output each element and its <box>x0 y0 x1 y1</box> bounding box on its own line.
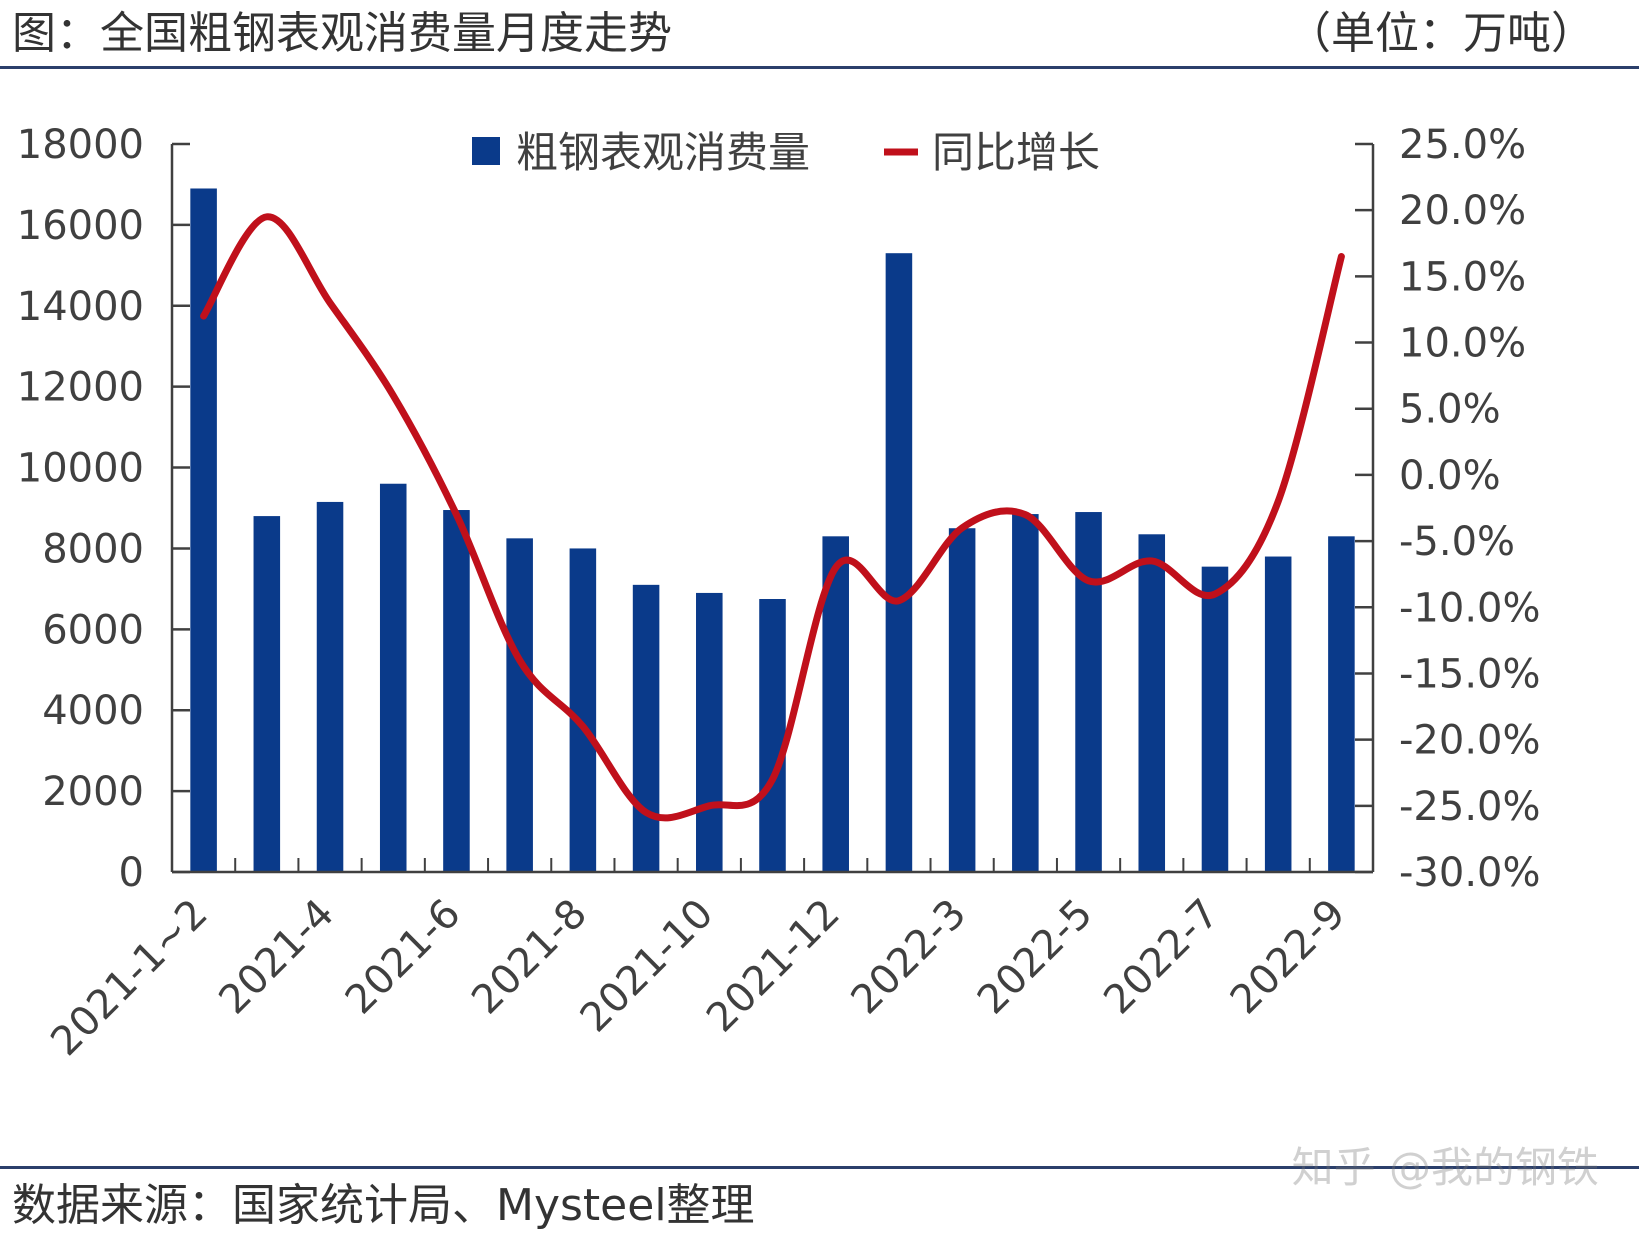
right-tick-label: -15.0% <box>1399 651 1541 697</box>
bottom-divider <box>0 1166 1639 1169</box>
bar <box>1264 556 1292 872</box>
right-tick-label: -10.0% <box>1399 585 1541 631</box>
x-tick-label: 2021-4 <box>210 891 343 1024</box>
right-tick-label: -25.0% <box>1399 784 1541 830</box>
bar-series <box>190 188 1355 872</box>
bar <box>569 548 597 872</box>
axes: 0 2000 4000 6000 8000 10000 12000 14000 16000 180… <box>17 122 1541 1065</box>
right-tick-label: -30.0% <box>1399 850 1541 896</box>
left-tick-label: 2000 <box>42 769 144 815</box>
right-tick-label: 25.0% <box>1399 122 1526 168</box>
bar <box>885 253 913 872</box>
left-tick-label: 14000 <box>17 284 144 330</box>
x-tick-label: 2022-7 <box>1095 891 1228 1024</box>
left-tick-label: 4000 <box>42 688 144 734</box>
chart-unit: （单位：万吨） <box>1287 8 1595 59</box>
source-note: 数据来源：国家统计局、Mysteel整理 <box>12 1180 755 1231</box>
left-tick-label: 8000 <box>42 526 144 572</box>
left-tick-label: 16000 <box>17 203 144 249</box>
bar <box>1201 566 1229 872</box>
left-tick-label: 0 <box>119 850 144 896</box>
watermark: 知乎 @我的钢铁 <box>1291 1143 1599 1192</box>
bar <box>253 516 281 872</box>
x-tick-label: 2021-6 <box>337 891 470 1024</box>
left-tick-label: 6000 <box>42 607 144 653</box>
left-tick-label: 12000 <box>17 365 144 411</box>
growth-line <box>200 213 1345 822</box>
x-tick-label: 2021-12 <box>698 891 849 1042</box>
bar <box>1012 514 1039 872</box>
legend: 粗钢表观消费量 同比增长 <box>472 128 1100 177</box>
right-tick-label: 5.0% <box>1399 387 1501 433</box>
bar <box>1075 512 1102 872</box>
bar <box>696 592 723 872</box>
x-tick-label: 2021-10 <box>572 891 723 1042</box>
x-tick-label: 2021-1~2 <box>42 891 216 1065</box>
right-tick-label: 15.0% <box>1399 254 1526 300</box>
bar <box>1138 534 1166 872</box>
bar <box>632 584 660 872</box>
chart-title: 图：全国粗钢表观消费量月度走势 <box>12 8 672 59</box>
right-tick-label: 10.0% <box>1399 321 1526 367</box>
bar <box>759 599 786 872</box>
bar <box>1328 536 1355 872</box>
legend-label-bar: 粗钢表观消费量 <box>516 128 810 177</box>
right-tick-label: 0.0% <box>1399 453 1501 499</box>
top-divider <box>0 66 1639 69</box>
line-series <box>200 213 1345 822</box>
legend-label-line: 同比增长 <box>932 128 1100 177</box>
bar <box>316 501 344 872</box>
left-tick-label: 10000 <box>17 446 144 492</box>
legend-swatch-bar <box>472 137 500 165</box>
bar <box>506 538 533 872</box>
left-tick-label: 18000 <box>17 122 144 168</box>
x-tick-label: 2022-5 <box>969 891 1102 1024</box>
bar <box>948 528 976 872</box>
chart-canvas: 0 2000 4000 6000 8000 10000 12000 14000 16000 180… <box>17 122 1541 1065</box>
right-tick-label: -5.0% <box>1399 519 1515 565</box>
right-tick-label: 20.0% <box>1399 188 1526 234</box>
x-tick-label: 2022-9 <box>1222 891 1355 1024</box>
x-tick-label: 2022-3 <box>842 891 975 1024</box>
bar <box>443 510 470 872</box>
right-tick-label: -20.0% <box>1399 718 1541 764</box>
bar <box>379 483 407 872</box>
